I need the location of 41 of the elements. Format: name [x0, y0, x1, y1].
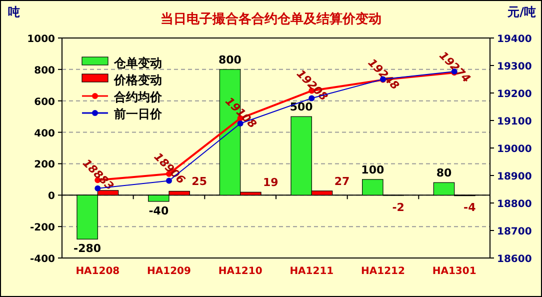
y-tick-label: -200	[30, 222, 56, 234]
y2-tick-label: 18600	[497, 254, 532, 265]
x-tick-label: HA1301	[432, 266, 476, 277]
y2-tick-label: 18900	[497, 172, 532, 182]
legend-label: 价格变动	[113, 73, 162, 87]
data-label: -280	[74, 242, 102, 256]
legend-label: 仓单变动	[113, 56, 162, 70]
data-label: 100	[361, 163, 384, 176]
x-tick-label: HA1212	[361, 266, 406, 277]
y-tick-label: 600	[34, 96, 56, 108]
data-label: 500	[290, 100, 314, 114]
legend-label: 前一日价	[113, 107, 163, 121]
y2-tick-label: 19000	[497, 144, 532, 155]
y2-tick-label: 18800	[497, 199, 532, 210]
y2-tick-label: 19400	[497, 34, 532, 45]
data-label: 27	[334, 174, 350, 188]
data-label: 80	[436, 166, 452, 180]
y2-tick-label: 19200	[497, 89, 532, 100]
data-label: 19	[263, 176, 278, 190]
y2-tick-label: 18700	[497, 226, 532, 238]
y-tick-label: 800	[34, 65, 56, 76]
chart-title: 当日电子撮合各合约仓单及结算价变动	[160, 11, 382, 27]
x-tick-label: HA1211	[290, 266, 334, 277]
x-tick-label: HA1210	[218, 266, 262, 277]
data-label: -40	[148, 204, 169, 218]
y-tick-label: 400	[34, 128, 56, 140]
y-axis-title: 吨	[8, 5, 20, 19]
data-label: 800	[218, 53, 242, 66]
y-tick-label: 1000	[27, 34, 56, 45]
data-label: -4	[464, 201, 476, 214]
y-tick-label: 0	[48, 191, 56, 202]
y2-tick-label: 19300	[497, 62, 532, 72]
y2-axis-title: 元/吨	[506, 5, 536, 19]
x-tick-label: HA1208	[76, 266, 120, 277]
y-tick-label: -400	[30, 254, 56, 265]
legend-label: 合约均价	[113, 90, 163, 104]
data-label: 25	[192, 175, 207, 188]
y-tick-label: 200	[34, 160, 56, 171]
x-tick-label: HA1209	[147, 266, 192, 277]
y2-tick-label: 19100	[497, 116, 532, 128]
data-label: -2	[392, 201, 404, 214]
